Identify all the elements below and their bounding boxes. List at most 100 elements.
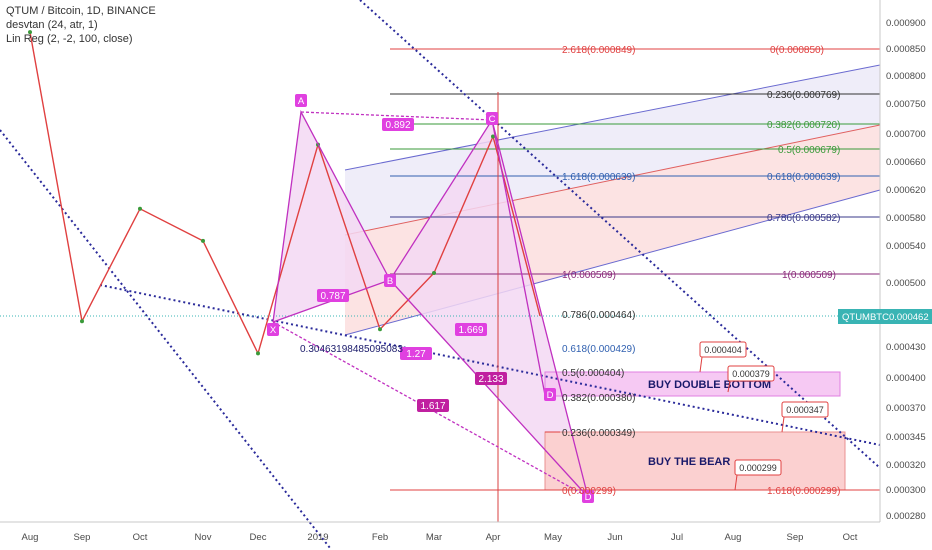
callout-pointer xyxy=(699,356,703,373)
current-price-symbol: QTUMBTC xyxy=(842,312,889,323)
pattern-point-a-marker xyxy=(295,94,307,107)
chart-title: QTUM / Bitcoin, 1D, BINANCE xyxy=(6,5,156,17)
ratio-label-xd_1: 1.27 xyxy=(406,349,426,360)
ratio-label-ac: 0.892 xyxy=(385,120,410,131)
fib-right-786: 0.786(0.000582) xyxy=(767,213,840,224)
time-axis-tick: Jun xyxy=(607,532,622,543)
fib-mid-0: 0(0.000299) xyxy=(562,486,616,497)
long-ratio-label: 0.30463198485095083 xyxy=(300,344,403,355)
price-point xyxy=(138,206,142,211)
price-axis-tick: 0.000540 xyxy=(886,241,926,252)
price-point xyxy=(378,327,382,332)
price-axis-tick: 0.000300 xyxy=(886,485,926,496)
zone-label-double-bottom: BUY DOUBLE BOTTOM xyxy=(648,379,771,391)
current-price-tag xyxy=(838,309,932,324)
callout-pointer xyxy=(734,474,738,491)
time-axis-tick: Jul xyxy=(671,532,683,543)
pattern-bd xyxy=(389,279,589,498)
price-axis-tick: 0.000580 xyxy=(886,213,926,224)
time-axis-tick: 2019 xyxy=(307,532,328,543)
callout-text: 0.000299 xyxy=(739,463,777,473)
price-line xyxy=(29,31,541,356)
time-axis-tick: Sep xyxy=(787,532,804,543)
ratio-label-ab: 0.787 xyxy=(320,291,345,302)
trendline-left xyxy=(0,129,331,549)
ratio-label-bc_long-bg xyxy=(455,323,487,336)
fib-right-1: 1(0.000509) xyxy=(782,270,836,281)
current-price-value: 0.000462 xyxy=(889,312,929,323)
price-axis-tick: 0.000850 xyxy=(886,44,926,55)
trendline-right xyxy=(359,0,881,469)
time-axis-tick: Apr xyxy=(486,532,501,543)
ratio-label-ac-bg xyxy=(382,118,414,131)
ratio-label-cd: 2.133 xyxy=(478,374,503,385)
indicator-linreg: Lin Reg (2, -2, 100, close) xyxy=(6,33,133,45)
fib-mid-2618: 2.618(0.000849) xyxy=(562,45,635,56)
price-axis-tick: 0.000320 xyxy=(886,460,926,471)
fib-right-382: 0.382(0.000720) xyxy=(767,120,840,131)
fib-mid-1: 1(0.000509) xyxy=(562,270,616,281)
callout-text: 0.000379 xyxy=(732,369,770,379)
ratio-label-ab-bg xyxy=(317,289,349,302)
fib-mid-5: 0.5(0.000404) xyxy=(562,368,624,379)
pattern-point-c-label: C xyxy=(489,114,496,125)
time-axis-tick: May xyxy=(544,532,562,543)
callout-box xyxy=(781,401,829,418)
pattern-point-c-marker xyxy=(486,112,498,125)
callout-pointer xyxy=(781,416,785,433)
fib-mid-236: 0.236(0.000349) xyxy=(562,428,635,439)
fib-mid-618: 0.618(0.000429) xyxy=(562,344,635,355)
fib-right-0: 0(0.000850) xyxy=(770,45,824,56)
price-axis-tick: 0.000400 xyxy=(886,373,926,384)
pattern-bcd-fill xyxy=(390,120,588,497)
price-axis-tick: 0.000280 xyxy=(886,511,926,522)
price-point xyxy=(432,271,436,275)
time-axis-tick: Mar xyxy=(426,532,442,543)
pattern-cd2 xyxy=(491,119,546,396)
callout-text: 0.000404 xyxy=(704,345,742,355)
price-point xyxy=(256,351,260,356)
fib-mid-382: 0.382(0.000380) xyxy=(562,393,635,404)
zone-label-bear: BUY THE BEAR xyxy=(648,456,730,468)
time-axis-tick: Dec xyxy=(250,532,267,543)
time-axis-tick: Oct xyxy=(843,532,858,543)
callout-box xyxy=(727,365,775,382)
time-axis-tick: Nov xyxy=(195,532,212,543)
ratio-label-bc_long: 1.669 xyxy=(458,325,483,336)
price-axis-tick: 0.000370 xyxy=(886,403,926,414)
price-axis-tick: 0.000700 xyxy=(886,129,926,140)
price-series xyxy=(28,30,541,356)
pattern-xab-fill xyxy=(273,112,390,322)
ratio-label-xd_1-bg xyxy=(400,347,432,360)
chart-header: QTUM / Bitcoin, 1D, BINANCE desvtan (24,… xyxy=(6,4,156,46)
pattern-point-d2-label: D xyxy=(585,492,592,503)
fib-right-618: 0.618(0.000639) xyxy=(767,172,840,183)
price-point xyxy=(491,134,495,139)
pattern-point-d2-marker xyxy=(582,490,594,503)
pattern-ac xyxy=(300,111,493,121)
price-point xyxy=(201,238,205,243)
price-axis-tick: 0.000345 xyxy=(886,432,926,443)
callout-box xyxy=(734,459,782,476)
pattern-point-x-label: X xyxy=(270,325,277,336)
price-axis-tick: 0.000660 xyxy=(886,157,926,168)
price-axis-tick: 0.000500 xyxy=(886,278,926,289)
time-axis-tick: Oct xyxy=(133,532,148,543)
ratio-label-xd_2: 1.617 xyxy=(420,401,445,412)
channel-top-line xyxy=(344,64,881,171)
ratio-label-xd_2-bg xyxy=(417,399,449,412)
fib-right-236: 0.236(0.000769) xyxy=(767,90,840,101)
fib-right-5: 0.5(0.000679) xyxy=(778,145,840,156)
pattern-point-b-label: B xyxy=(387,276,393,287)
ratio-label-cd-bg xyxy=(475,372,507,385)
callout-box xyxy=(699,341,747,358)
pattern-point-d-marker xyxy=(544,388,556,401)
price-axis-tick: 0.000900 xyxy=(886,18,926,29)
zone-buy-bear xyxy=(544,431,846,491)
callout-pointer xyxy=(727,380,731,393)
fib-mid-1618: 1.618(0.000639) xyxy=(562,172,635,183)
pattern-point-b-marker xyxy=(384,274,396,287)
price-axis-tick: 0.000620 xyxy=(886,185,926,196)
price-point xyxy=(80,319,84,324)
price-point xyxy=(28,30,32,35)
